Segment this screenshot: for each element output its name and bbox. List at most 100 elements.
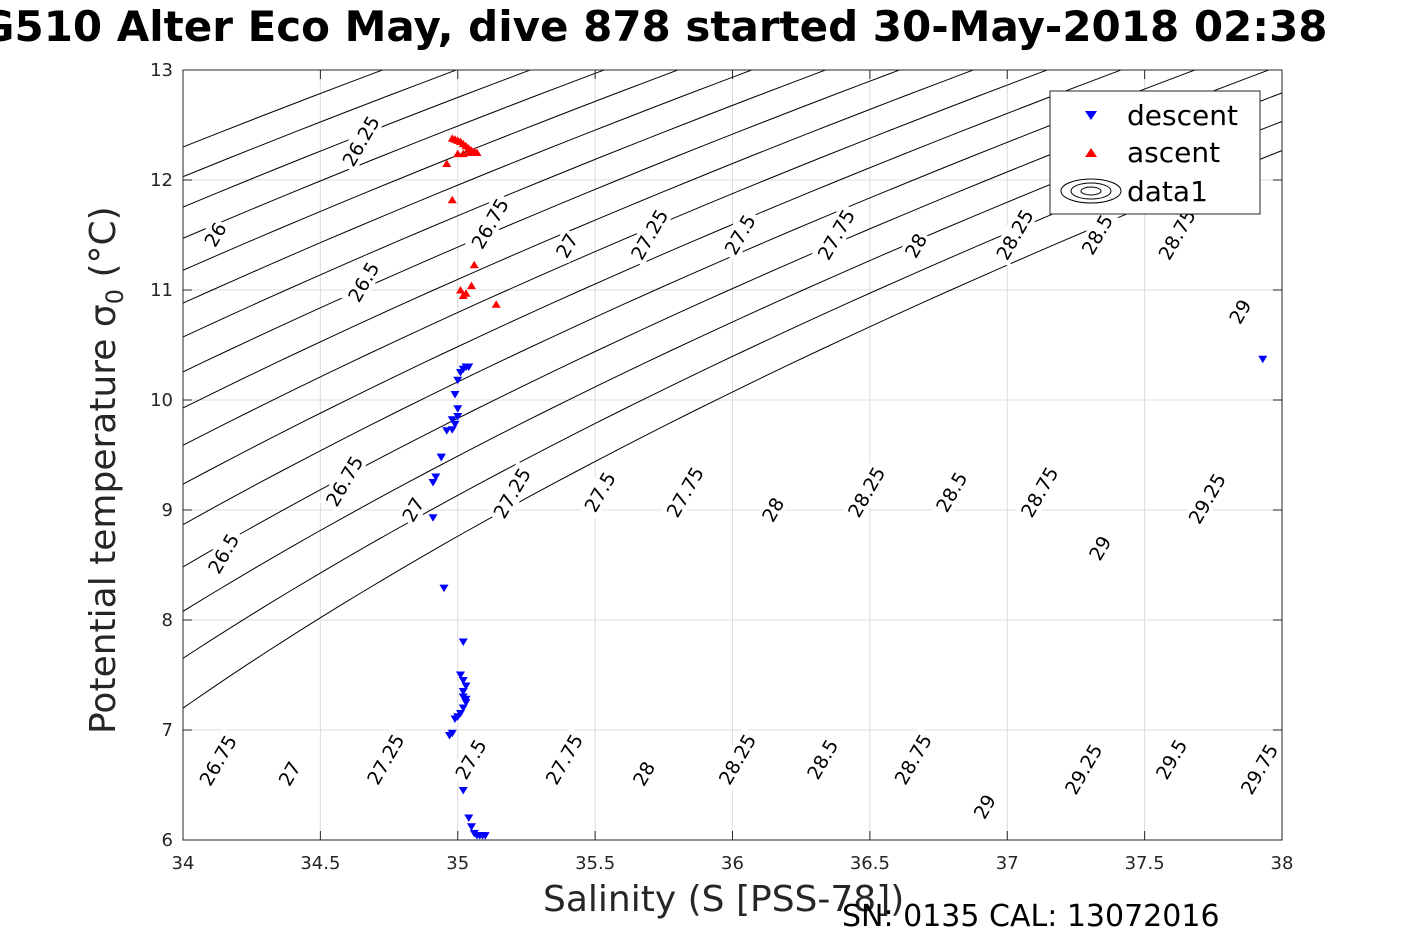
descent-point (458, 704, 468, 712)
ascent-point (491, 300, 501, 308)
legend-data1-label: data1 (1127, 175, 1208, 208)
contour-line (183, 70, 754, 304)
contour-label-bg (756, 491, 790, 528)
descent-point (450, 715, 460, 723)
contour-line (183, 70, 1197, 526)
descent-point (453, 376, 463, 385)
contour-label-bg (335, 109, 386, 173)
ascent-point (442, 159, 452, 167)
ascent-point (469, 260, 479, 269)
contour-label-bg (1223, 293, 1257, 330)
contour-label-bg (1014, 459, 1065, 524)
x-axis-ticks: 34 34.5 35 35.5 36 36.5 37 37.5 38 (172, 70, 1294, 874)
y-tick-label: 9 (162, 500, 173, 521)
descent-point (453, 405, 463, 413)
contour-label-bg (712, 727, 762, 792)
contour-label-bg (539, 727, 589, 792)
descent-point (466, 823, 476, 831)
contour-line (183, 70, 1123, 485)
descent-point (464, 363, 474, 371)
contour-label-bg (800, 732, 845, 787)
x-tick-label: 38 (1271, 853, 1294, 874)
contour-label-bg (360, 727, 411, 792)
contour-line (183, 70, 828, 338)
contour-label-bg (396, 491, 430, 528)
contour-label-bg (198, 216, 232, 253)
ascent-point (461, 289, 471, 297)
descent-point (461, 682, 471, 690)
contour-label-bg (272, 755, 306, 792)
descent-point (439, 584, 449, 593)
legend-contour-icon (1060, 178, 1122, 204)
contour-line (183, 70, 901, 373)
x-tick-label: 37.5 (1125, 853, 1165, 874)
contour-label-bg (577, 464, 622, 520)
contour-label-bg (1075, 207, 1120, 262)
contour-label-bg (448, 732, 493, 787)
descent-point (455, 671, 465, 679)
serial-calibration-text: SN: 0135 CAL: 13072016 (842, 899, 1220, 934)
legend-descent-label: descent (1127, 99, 1238, 132)
contour-label-bg (1151, 202, 1202, 267)
contour-label-bg (1083, 530, 1117, 566)
descent-point (450, 391, 460, 399)
y-axis-ticks: 6 7 8 9 10 11 12 13 (150, 60, 1282, 851)
contour-label-bg (929, 464, 974, 520)
contour-label-bg (717, 207, 762, 262)
y-tick-label: 6 (162, 830, 173, 851)
contour-label-bg (967, 788, 1001, 825)
descent-point (458, 677, 468, 685)
contour-label-bg (888, 727, 938, 792)
chart-title: G510 Alter Eco May, dive 878 started 30-… (0, 2, 1328, 51)
x-tick-label: 36.5 (850, 853, 890, 874)
contour-label-bg (201, 526, 246, 581)
descent-point (431, 473, 441, 481)
contour-label-bg (193, 728, 243, 793)
descent-point (447, 416, 457, 424)
descent-point (428, 479, 438, 487)
contour-label-bg (1234, 737, 1284, 802)
contour-label-bg (627, 755, 661, 792)
y-tick-label: 10 (150, 390, 173, 411)
descent-point (428, 514, 438, 522)
descent-point (1258, 355, 1268, 364)
contour-line (183, 70, 606, 239)
descent-point (458, 638, 468, 646)
x-tick-label: 34.5 (300, 853, 340, 874)
contour-label-bg (341, 254, 386, 309)
contour-label-bg (1182, 466, 1232, 531)
x-axis-label: Salinity (S [PSS-78]) (543, 879, 905, 920)
x-tick-label: 35 (446, 853, 469, 874)
contour-line (183, 70, 532, 208)
y-axis-label: Potential temperature σ0 (°C) (83, 206, 130, 734)
ascent-point (447, 195, 457, 204)
descent-point (450, 420, 460, 429)
y-tick-label: 8 (162, 610, 173, 631)
x-tick-label: 37 (996, 853, 1019, 874)
descent-point (436, 453, 446, 462)
legend[interactable]: descent ascent data1 (1049, 90, 1261, 215)
contour-line (183, 70, 680, 271)
contour-line (183, 92, 1282, 612)
contour-label-bg (811, 202, 861, 267)
x-tick-label: 34 (172, 853, 195, 874)
legend-descent-marker (1085, 111, 1097, 120)
contour-label-bg (841, 459, 892, 524)
legend-box (1049, 90, 1261, 215)
contour-label-bg (1058, 737, 1109, 802)
descent-point (442, 427, 452, 435)
contour-line (183, 70, 1049, 446)
data-points (428, 134, 1268, 840)
legend-ascent-label: ascent (1127, 136, 1220, 169)
contour-label-bg (899, 227, 933, 264)
contour-label-bg (319, 448, 370, 513)
x-tick-label: 35.5 (575, 853, 615, 874)
ascent-point (455, 286, 465, 294)
contour-label-bg (465, 191, 515, 256)
contour-line (183, 70, 975, 409)
y-tick-label: 7 (162, 720, 173, 741)
x-tick-label: 36 (721, 853, 744, 874)
descent-point (453, 413, 463, 421)
y-tick-label: 13 (150, 60, 173, 81)
